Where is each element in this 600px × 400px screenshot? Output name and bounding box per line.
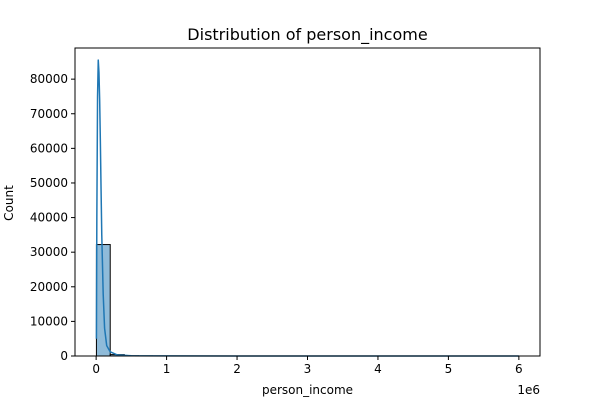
x-tick-label: 5 (445, 362, 453, 376)
x-offset-label: 1e6 (517, 383, 540, 397)
y-tick-label: 30000 (30, 245, 68, 259)
bars-layer (95, 244, 153, 357)
y-tick-label: 0 (60, 349, 68, 363)
chart-title: Distribution of person_income (187, 25, 427, 45)
kde-layer (95, 59, 519, 357)
x-tick-label: 1 (163, 362, 171, 376)
y-tick-label: 70000 (30, 107, 68, 121)
plot-frame (74, 47, 541, 357)
kde-line (95, 59, 519, 357)
y-tick-label: 20000 (30, 280, 68, 294)
x-tick-label: 6 (515, 362, 523, 376)
x-ticks: 0 1 2 3 4 5 6 (92, 356, 523, 376)
x-tick-label: 0 (92, 362, 100, 376)
x-tick-label: 2 (233, 362, 241, 376)
x-tick-label: 4 (374, 362, 382, 376)
x-axis-label: person_income (262, 383, 353, 397)
y-tick-label: 80000 (30, 72, 68, 86)
y-tick-label: 60000 (30, 141, 68, 155)
y-tick-label: 40000 (30, 211, 68, 225)
y-ticks: 0 10000 20000 30000 40000 50000 60000 70000 8000… (30, 72, 75, 363)
y-axis-label: Count (2, 185, 16, 221)
y-tick-label: 10000 (30, 314, 68, 328)
x-tick-label: 3 (304, 362, 312, 376)
y-tick-label: 50000 (30, 176, 68, 190)
